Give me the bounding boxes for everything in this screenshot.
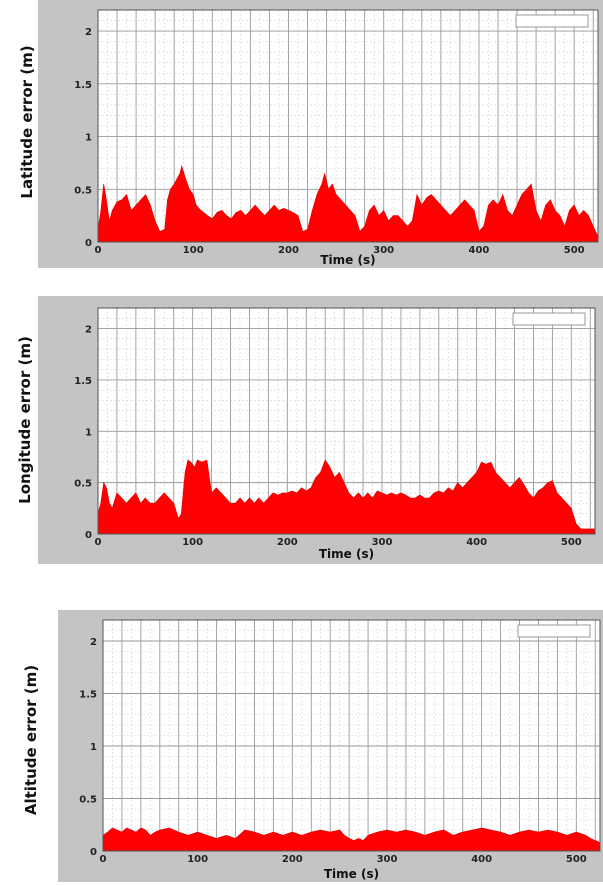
x-tick-label: 0	[95, 537, 102, 548]
plot-border	[97, 9, 599, 243]
y-tick-label: 1.5	[74, 376, 92, 387]
latitude-error-panel: 0 100 200 300 400 500 0 0.5 1 1.5 2 Time (s) Latitud…	[0, 0, 603, 272]
x-tick-label: 200	[277, 537, 298, 548]
legend-box	[517, 624, 591, 638]
x-axis-label: Time (s)	[324, 867, 379, 881]
x-tick-label: 100	[187, 854, 208, 865]
x-tick-label: 400	[471, 854, 492, 865]
legend-box	[512, 312, 586, 326]
x-tick-label: 400	[466, 537, 487, 548]
x-axis-label: Time (s)	[319, 547, 374, 561]
x-tick-label: 100	[183, 245, 204, 256]
y-tick-label: 1	[90, 742, 97, 753]
y-tick-label: 2	[85, 325, 92, 336]
x-tick-label: 500	[561, 537, 582, 548]
x-tick-label: 0	[95, 245, 102, 256]
x-tick-label: 300	[377, 854, 398, 865]
y-tick-label: 1.5	[74, 80, 92, 91]
x-tick-label: 200	[278, 245, 299, 256]
plot-border	[97, 307, 596, 535]
error-area-series	[97, 164, 599, 243]
y-tick-label: 0	[85, 530, 92, 541]
y-tick-label: 1	[85, 427, 92, 438]
plot-border	[102, 619, 601, 852]
y-tick-label: 1.5	[79, 690, 97, 701]
longitude-error-panel: 0 100 200 300 400 500 0 0.5 1 1.5 2 Time (s) Longitu…	[0, 296, 603, 568]
x-tick-label: 200	[282, 854, 303, 865]
legend-box	[515, 14, 589, 28]
latitude-error-chart: 0 100 200 300 400 500 0 0.5 1 1.5 2 Time (s) Latitud…	[18, 0, 603, 268]
y-axis-label: Longitude error (m)	[16, 336, 34, 504]
y-tick-label: 1	[85, 133, 92, 144]
y-tick-label: 0.5	[74, 479, 92, 490]
x-tick-label: 100	[182, 537, 203, 548]
y-tick-label: 0	[85, 238, 92, 249]
longitude-error-chart: 0 100 200 300 400 500 0 0.5 1 1.5 2 Time (s) Longitu…	[16, 296, 603, 564]
altitude-error-panel: 0 100 200 300 400 500 0 0.5 1 1.5 2 Time (s) Altitud…	[0, 610, 603, 886]
x-tick-label: 300	[373, 245, 394, 256]
x-tick-label: 300	[372, 537, 393, 548]
altitude-error-chart: 0 100 200 300 400 500 0 0.5 1 1.5 2 Time (s) Altitud…	[22, 610, 603, 882]
x-tick-label: 500	[564, 245, 585, 256]
y-tick-label: 0.5	[79, 795, 97, 806]
y-tick-label: 2	[90, 637, 97, 648]
x-axis-label: Time (s)	[320, 253, 375, 267]
y-tick-label: 2	[85, 27, 92, 38]
error-area-series	[102, 827, 601, 852]
y-axis-label: Altitude error (m)	[22, 665, 40, 815]
x-tick-label: 400	[469, 245, 490, 256]
y-tick-label: 0.5	[74, 185, 92, 196]
x-tick-label: 500	[566, 854, 587, 865]
x-tick-label: 0	[100, 854, 107, 865]
error-area-series	[97, 459, 596, 535]
y-tick-label: 0	[90, 847, 97, 858]
y-axis-label: Latitude error (m)	[18, 45, 36, 198]
